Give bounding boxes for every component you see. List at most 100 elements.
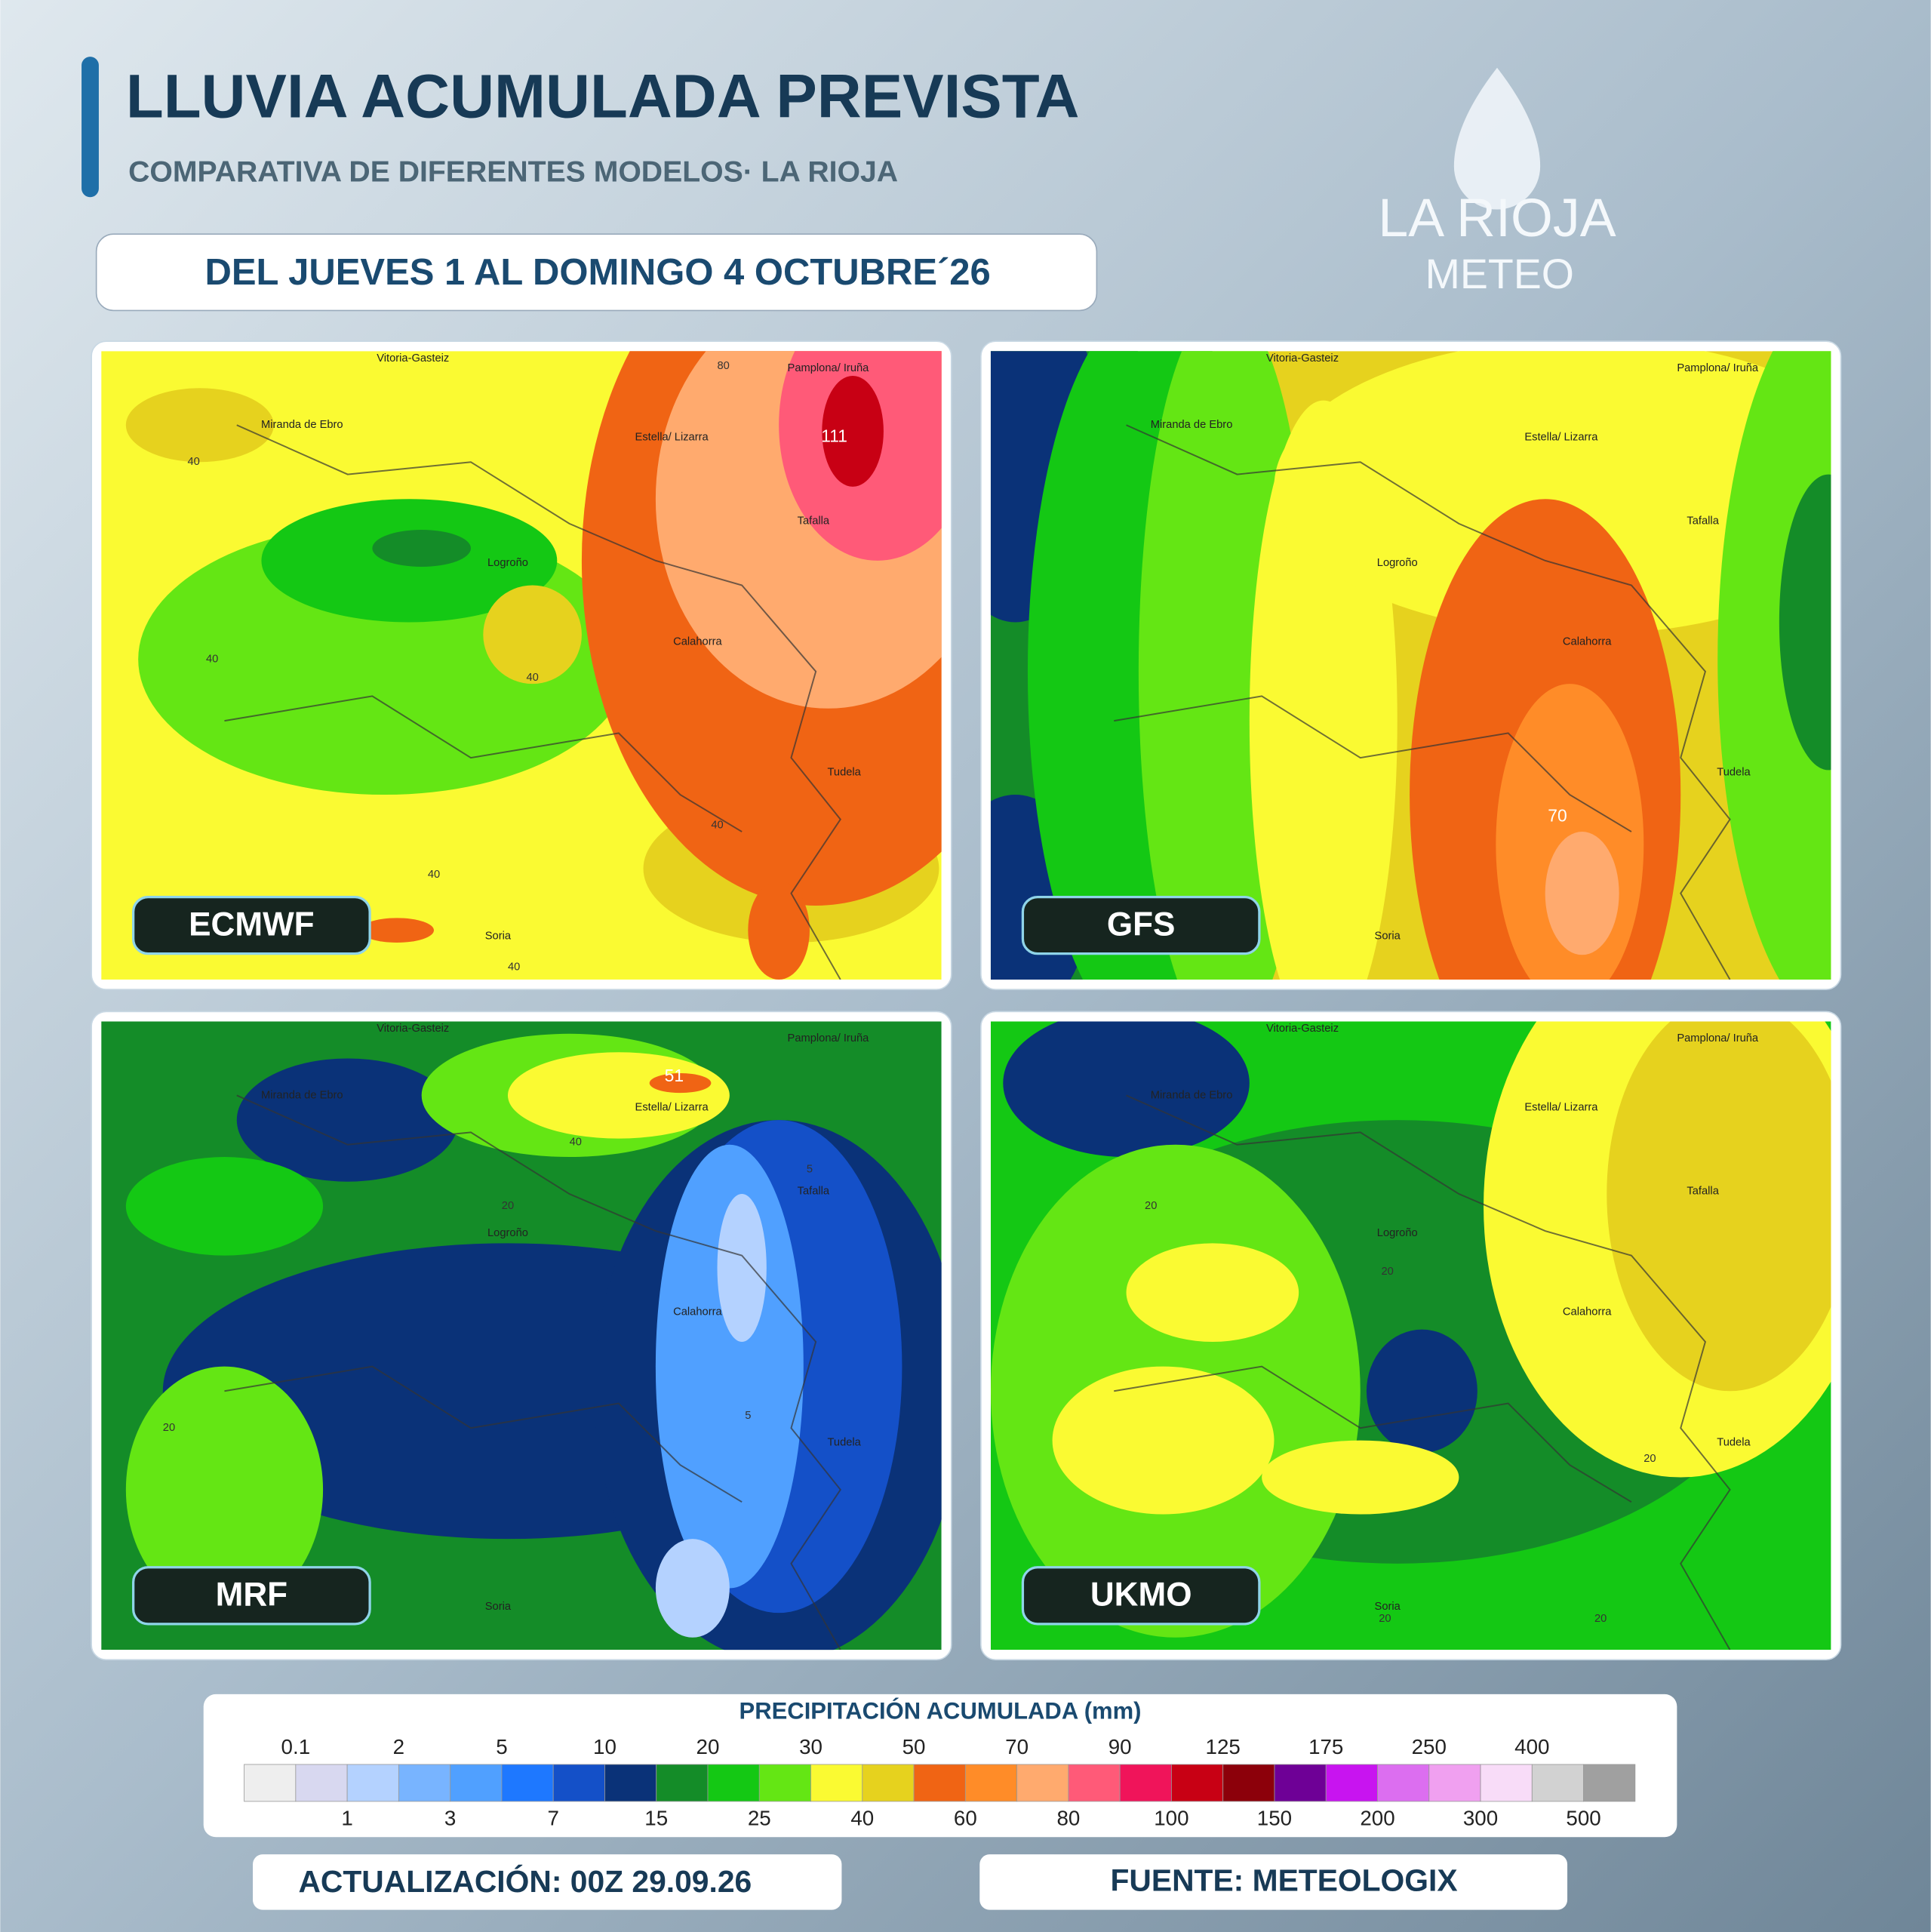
rain-area — [507, 1052, 730, 1139]
legend-swatch — [913, 1764, 966, 1802]
contour-label: 40 — [711, 820, 723, 832]
contour-label: 70 — [1548, 805, 1567, 825]
place-label: Logroño — [487, 1227, 528, 1239]
place-label: Calahorra — [1563, 1306, 1612, 1318]
model-name: GFS — [1107, 906, 1176, 943]
legend-tick-label: 175 — [1308, 1735, 1343, 1758]
rain-area — [483, 585, 582, 685]
place-label: Vitoria-Gasteiz — [1266, 352, 1339, 365]
rain-area — [125, 388, 274, 463]
rain-area — [1126, 1243, 1299, 1342]
place-label: Miranda de Ebro — [1151, 1089, 1233, 1101]
legend-tick-label: 3 — [444, 1807, 456, 1830]
legend-tick-label: 40 — [850, 1807, 874, 1830]
place-label: Tafalla — [798, 1186, 830, 1198]
place-label: Estella/ Lizarra — [1524, 1102, 1598, 1114]
contour-label: 20 — [1644, 1453, 1656, 1465]
rain-area — [360, 918, 435, 943]
legend-swatch — [862, 1764, 915, 1802]
place-label: Calahorra — [673, 1306, 722, 1318]
border — [224, 424, 841, 980]
rain-area — [1274, 351, 1831, 635]
contour-label: 40 — [570, 1136, 582, 1148]
update: ACTUALIZACIÓN: 00Z 29.09.26 — [298, 1864, 752, 1899]
map: Vitoria-Gasteiz Miranda de Ebro Estella/ L… — [101, 1021, 942, 1651]
model-badge — [132, 1566, 371, 1626]
rain-area — [717, 1194, 767, 1342]
legend-tick-label: 300 — [1463, 1807, 1498, 1830]
contour-label: 111 — [821, 426, 847, 446]
logo-name: LA RIOJA — [1378, 188, 1616, 248]
map: Vitoria-Gasteiz Miranda de Ebro Estella/ L… — [990, 351, 1831, 980]
legend-swatch — [398, 1764, 451, 1802]
source: FUENTE: METEOLOGIX — [1110, 1863, 1457, 1897]
model-name: MRF — [216, 1577, 287, 1614]
contour-label: 80 — [718, 360, 730, 372]
place-label: Tafalla — [1687, 515, 1719, 527]
contour-label: 5 — [807, 1163, 813, 1175]
place-label: Calahorra — [1563, 635, 1612, 648]
model-badge — [1021, 1566, 1261, 1626]
legend-tick-label: 400 — [1514, 1735, 1549, 1758]
legend-swatch — [810, 1764, 863, 1802]
legend-swatch — [244, 1764, 297, 1802]
date-box — [95, 233, 1098, 312]
contour-label: 40 — [508, 961, 520, 974]
rain-area — [125, 1366, 324, 1614]
legend-tick-label: 5 — [496, 1735, 507, 1758]
rain-area — [236, 1058, 459, 1182]
legend-swatch — [758, 1764, 811, 1802]
legend-swatch — [656, 1764, 709, 1802]
place-label: Estella/ Lizarra — [635, 431, 709, 443]
legend-swatch — [1016, 1764, 1069, 1802]
place-label: Soria — [1375, 1601, 1401, 1613]
legend-swatch — [1171, 1764, 1224, 1802]
legend-swatch — [1325, 1764, 1378, 1802]
legend-tick-label: 125 — [1206, 1735, 1241, 1758]
legend-swatch — [1377, 1764, 1430, 1802]
logo-tagline: METEO — [1425, 251, 1574, 297]
legend-tick-label: 500 — [1566, 1807, 1600, 1830]
place-label: Pamplona/ Iruña — [1677, 1032, 1759, 1044]
contour-label: 5 — [745, 1410, 751, 1422]
border — [1114, 1094, 1731, 1651]
rain-area — [1262, 1440, 1459, 1515]
place-label: Pamplona/ Iruña — [788, 1032, 870, 1044]
place-label: Pamplona/ Iruña — [1677, 362, 1759, 374]
rain-area — [1607, 1021, 1831, 1392]
legend-swatch — [964, 1764, 1018, 1802]
contour-label: 40 — [187, 456, 199, 468]
place-label: Tudela — [827, 1437, 861, 1449]
legend-tick-label: 100 — [1154, 1807, 1188, 1830]
place-label: Soria — [485, 931, 512, 943]
legend-tick-label: 80 — [1056, 1807, 1080, 1830]
date-range: DEL JUEVES 1 AL DOMINGO 4 OCTUBRE´26 — [205, 252, 991, 293]
contour-label: 20 — [502, 1200, 514, 1212]
place-label: Soria — [1375, 931, 1401, 943]
rain-area — [372, 530, 471, 568]
legend-tick-label: 20 — [696, 1735, 720, 1758]
legend-swatch — [1428, 1764, 1481, 1802]
legend-swatch — [1222, 1764, 1275, 1802]
legend-swatch — [1068, 1764, 1121, 1802]
update-box — [253, 1854, 842, 1910]
subtitle: COMPARATIVA DE DIFERENTES MODELOS· LA RI… — [128, 156, 898, 189]
place-label: Tudela — [1717, 767, 1751, 779]
legend-tick-label: 200 — [1360, 1807, 1394, 1830]
place-label: Estella/ Lizarra — [1524, 431, 1598, 443]
legend-tick-label: 250 — [1412, 1735, 1447, 1758]
place-label: Logroño — [487, 557, 528, 569]
legend-tick-label: 50 — [902, 1735, 926, 1758]
contour-label: 20 — [1379, 1613, 1391, 1625]
model-name: ECMWF — [189, 906, 314, 943]
rain-area — [1052, 1366, 1275, 1515]
legend-tick-label: 60 — [954, 1807, 977, 1830]
rain-area — [822, 375, 884, 487]
rain-area — [655, 1144, 804, 1589]
border — [1114, 424, 1731, 980]
place-label: Miranda de Ebro — [261, 1089, 343, 1101]
legend-tick-label: 15 — [644, 1807, 668, 1830]
model-badge — [1021, 895, 1261, 955]
legend-swatch — [1119, 1764, 1172, 1802]
